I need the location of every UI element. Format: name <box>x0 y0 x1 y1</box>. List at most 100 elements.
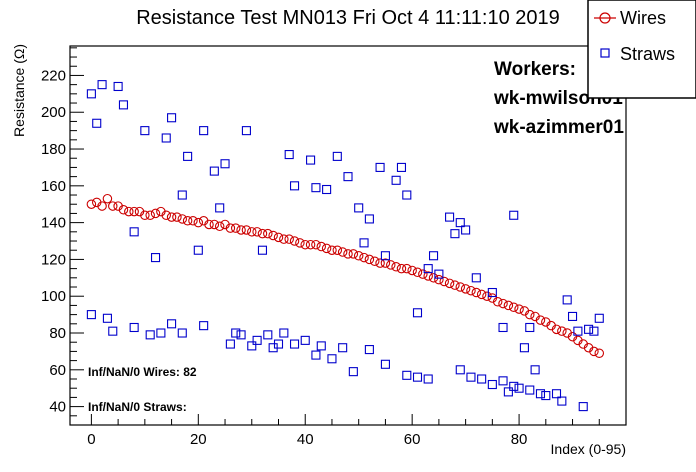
straws-point <box>530 365 540 375</box>
straws-point <box>129 227 139 237</box>
straws-point <box>557 396 567 406</box>
straws-point <box>562 295 572 305</box>
straws-point <box>167 319 177 329</box>
straws-point <box>108 326 118 336</box>
straws-point <box>247 341 257 351</box>
wires-point <box>450 280 460 290</box>
wires-point <box>439 276 449 287</box>
x-axis-label: Index (0-95) <box>551 441 626 457</box>
x-axis-ticks: 0 20 40 60 80 <box>87 414 627 448</box>
wires-point <box>241 225 252 235</box>
wires-point <box>375 258 385 268</box>
wires-point <box>252 227 262 237</box>
y-axis-ticks: 40 60 80 100 120 140 160 180 200 220 <box>41 47 84 426</box>
y-tick-label: 180 <box>41 141 66 158</box>
straws-point <box>225 339 235 349</box>
straws-point <box>150 253 161 263</box>
inf-nan-wires-annotation: Inf/NaN/0 Wires: 82 <box>88 365 197 379</box>
straws-point <box>428 251 439 261</box>
straws-point <box>306 155 316 165</box>
straws-point <box>535 389 546 399</box>
y-tick-label: 100 <box>41 288 66 305</box>
straws-point <box>92 118 102 128</box>
wires-point <box>471 287 482 298</box>
straws-point <box>477 374 487 384</box>
legend-item-wires: Wires <box>594 8 666 28</box>
wires-point <box>236 225 246 235</box>
straws-point <box>573 326 583 336</box>
straws-point <box>236 330 246 340</box>
wires-point <box>434 274 444 285</box>
workers-heading: Workers: <box>494 59 576 80</box>
legend-straws-marker <box>600 48 610 58</box>
straws-point <box>402 190 412 200</box>
straws-point <box>161 133 171 143</box>
wires-point <box>209 219 220 230</box>
straws-point <box>118 100 129 110</box>
straws-point <box>541 391 551 401</box>
straws-point <box>322 184 332 195</box>
wires-point <box>316 241 327 252</box>
inf-nan-straws-annotation: Inf/NaN/0 Straws: <box>88 400 187 414</box>
wires-point <box>332 245 343 255</box>
straws-point <box>316 341 326 351</box>
wires-point <box>369 256 380 267</box>
straws-point <box>215 203 225 213</box>
wires-point <box>353 250 364 261</box>
wires-point <box>423 271 433 281</box>
straws-point <box>594 313 604 323</box>
wires-point <box>86 199 97 209</box>
wires-point <box>273 232 284 243</box>
straws-point <box>311 350 321 360</box>
straws-point <box>332 151 342 161</box>
y-tick-label: 140 <box>41 215 66 232</box>
straws-point <box>252 335 262 345</box>
y-tick-label: 60 <box>49 362 66 379</box>
straws-point <box>102 313 112 323</box>
straws-point <box>412 308 423 318</box>
wires-point <box>525 309 535 320</box>
straws-point <box>380 359 390 369</box>
wires-point <box>305 239 316 250</box>
y-tick-label: 220 <box>41 67 66 84</box>
wires-point <box>455 282 466 292</box>
straws-point <box>263 330 273 340</box>
wires-point <box>145 210 155 221</box>
straws-point <box>503 387 513 397</box>
wires-point <box>343 249 353 259</box>
straws-point <box>589 326 599 336</box>
wires-point <box>412 267 423 278</box>
wires-point <box>386 260 396 270</box>
straws-point <box>455 218 465 228</box>
straws-point <box>551 389 562 399</box>
wires-point <box>514 304 524 314</box>
straws-point <box>375 162 385 172</box>
wires-point <box>508 302 519 313</box>
straws-point <box>461 225 471 235</box>
wires-point <box>311 239 321 250</box>
straws-point <box>364 345 374 355</box>
straws-point <box>519 343 529 353</box>
straws-point <box>487 287 497 298</box>
straws-point <box>193 245 203 255</box>
straws-point <box>273 339 284 349</box>
wires-point <box>380 258 391 268</box>
wires-point <box>418 269 428 279</box>
straws-point <box>466 372 476 382</box>
y-tick-label: 120 <box>41 251 66 268</box>
straws-point <box>450 229 460 239</box>
straws-point <box>177 328 187 338</box>
straws-point <box>289 181 300 191</box>
straws-point <box>231 328 241 338</box>
wires-point <box>348 249 359 259</box>
series-straws <box>86 80 604 412</box>
wires-point <box>188 216 198 226</box>
wires-point <box>124 206 134 217</box>
wires-point <box>492 296 503 307</box>
straws-point <box>423 264 433 274</box>
wires-point <box>289 236 300 246</box>
straws-point <box>412 372 423 382</box>
legend-item-straws: Straws <box>600 44 675 64</box>
legend-wires-label: Wires <box>620 8 666 28</box>
straws-point <box>445 212 455 222</box>
